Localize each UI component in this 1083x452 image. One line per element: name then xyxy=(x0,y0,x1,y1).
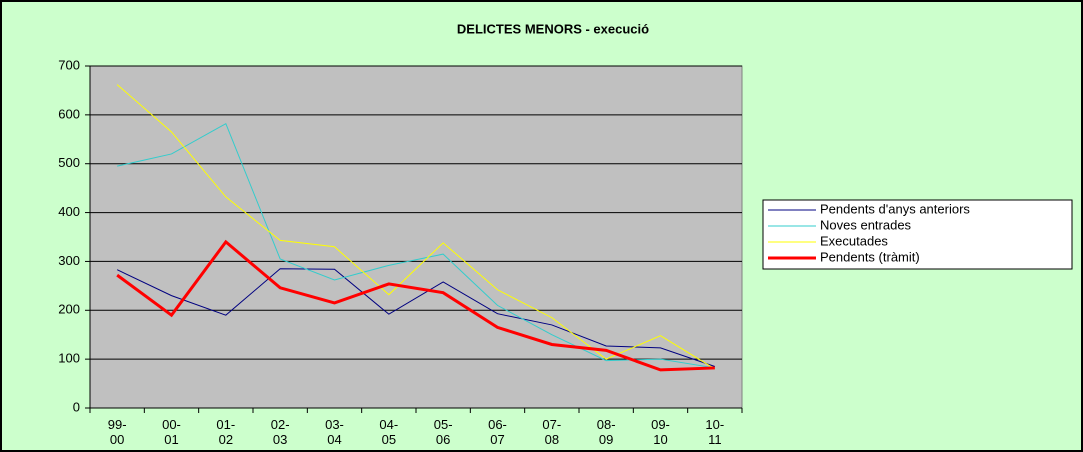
line-series xyxy=(116,239,715,372)
legend-label: Pendents d'anys anteriors xyxy=(820,201,970,216)
y-tick-label: 600 xyxy=(58,106,80,121)
y-tick-label: 700 xyxy=(58,57,80,72)
legend-label: Noves entrades xyxy=(820,217,912,232)
y-tick-label: 200 xyxy=(58,302,80,317)
line-series xyxy=(116,268,715,367)
x-tick-label: 00-01 xyxy=(162,417,181,447)
line-series xyxy=(117,122,715,369)
x-tick-label: 04-05 xyxy=(379,417,398,447)
x-tick-label: 09-10 xyxy=(651,417,670,447)
x-tick-label: 10-11 xyxy=(705,417,724,447)
x-tick-label: 03-04 xyxy=(325,417,344,447)
x-tick-label: 99-00 xyxy=(108,417,127,447)
legend-label: Executades xyxy=(820,233,888,248)
y-tick-label: 400 xyxy=(58,204,80,219)
x-tick-label: 07-08 xyxy=(542,417,561,447)
x-tick-label: 05-06 xyxy=(434,417,453,447)
x-tick-label: 02-03 xyxy=(271,417,290,447)
y-tick-label: 0 xyxy=(73,399,80,414)
x-tick-label: 01-02 xyxy=(216,417,235,447)
plot-area xyxy=(89,65,743,409)
x-tick-label: 08-09 xyxy=(597,417,616,447)
line-series xyxy=(116,84,716,370)
chart-title: DELICTES MENORS - execució xyxy=(457,21,649,36)
y-tick-label: 500 xyxy=(58,155,80,170)
legend-label: Pendents (tràmit) xyxy=(820,249,920,264)
x-tick-label: 06-07 xyxy=(488,417,507,447)
y-tick-label: 100 xyxy=(58,351,80,366)
y-tick-label: 300 xyxy=(58,253,80,268)
